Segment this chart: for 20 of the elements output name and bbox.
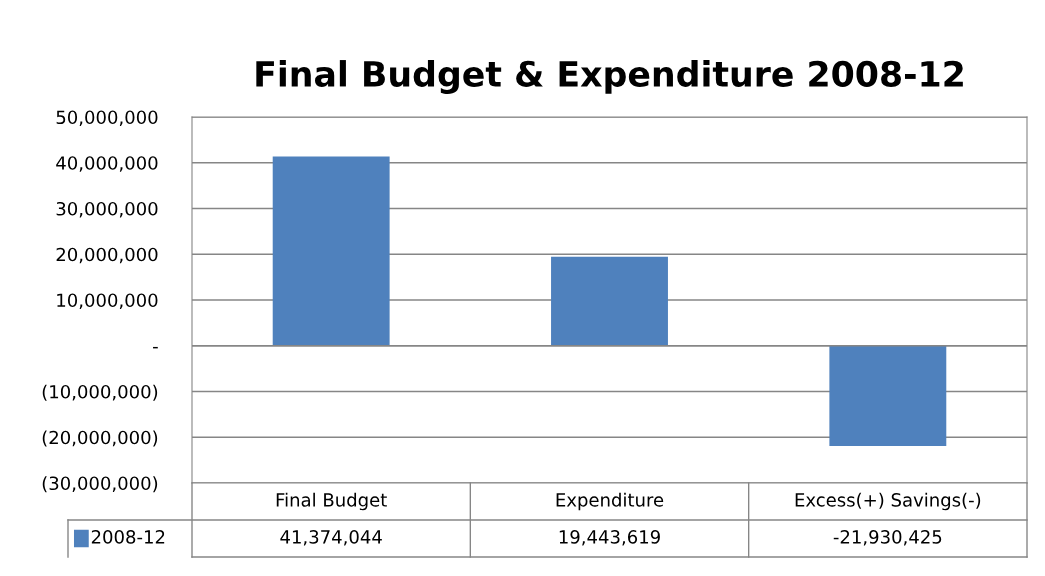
data-label: 19,443,619: [559, 530, 660, 546]
bar: [551, 256, 668, 346]
y-tick-label: (30,000,000): [42, 476, 158, 493]
bar: [272, 156, 390, 346]
legend-label: 2008-12: [91, 530, 165, 544]
data-label: -21,930,425: [833, 530, 942, 546]
y-tick-label: 20,000,000: [56, 247, 158, 264]
x-tick-label: Expenditure: [556, 492, 664, 511]
y-tick-label: -: [153, 346, 158, 349]
chart-title: Final Budget & Expenditure 2008-12: [256, 60, 963, 94]
y-tick-label: (20,000,000): [42, 430, 158, 447]
y-tick-label: (10,000,000): [42, 384, 158, 401]
bar: [829, 345, 947, 447]
y-tick-label: 50,000,000: [56, 110, 158, 126]
x-tick-label: Excess(+) Savings(-): [795, 492, 981, 511]
y-tick-label: 10,000,000: [57, 293, 158, 309]
x-tick-label: Final Budget: [276, 492, 387, 511]
y-tick-label: 40,000,000: [56, 156, 158, 172]
y-tick-label: 30,000,000: [56, 201, 158, 218]
data-label: 41,374,044: [280, 530, 382, 546]
